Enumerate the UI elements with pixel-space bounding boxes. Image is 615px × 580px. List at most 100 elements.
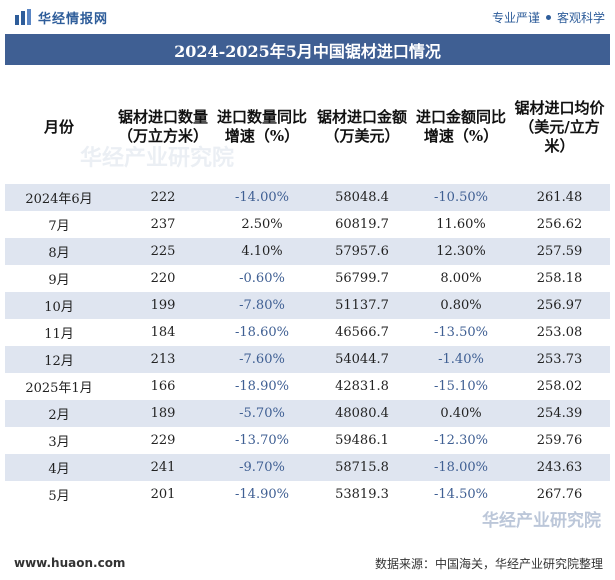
table-cell: 60819.7 xyxy=(311,211,413,238)
table-cell: 166 xyxy=(113,373,213,400)
footer: www.huaon.com 数据来源：中国海关，华经产业研究院整理 xyxy=(0,548,615,578)
table-cell: 2025年1月 xyxy=(5,373,113,400)
table-cell: -9.70% xyxy=(213,454,311,481)
tagline: 专业严谨 客观科学 xyxy=(492,9,605,26)
table-cell: 9月 xyxy=(5,265,113,292)
table-cell: 46566.7 xyxy=(311,319,413,346)
table-cell: 261.48 xyxy=(509,184,610,211)
table-row: 3月 229 -13.70% 59486.1 -12.30% 259.76 xyxy=(5,427,610,454)
table-cell: 57957.6 xyxy=(311,238,413,265)
table-row: 8月 225 4.10% 57957.6 12.30% 257.59 xyxy=(5,238,610,265)
table-cell: 256.97 xyxy=(509,292,610,319)
table-cell: -7.80% xyxy=(213,292,311,319)
table-cell: 229 xyxy=(113,427,213,454)
table-cell: 54044.7 xyxy=(311,346,413,373)
column-header: 月份 xyxy=(43,117,74,136)
table-cell: 11月 xyxy=(5,319,113,346)
table-cell: 2月 xyxy=(5,400,113,427)
bar-chart-logo-icon xyxy=(15,9,31,25)
table-cell: 2024年6月 xyxy=(5,184,113,211)
footer-url: www.huaon.com xyxy=(14,556,126,570)
table-cell: 199 xyxy=(113,292,213,319)
table-row: 4月 241 -9.70% 58715.8 -18.00% 243.63 xyxy=(5,454,610,481)
table-cell: 225 xyxy=(113,238,213,265)
table-cell: 8.00% xyxy=(413,265,509,292)
table-cell: 243.63 xyxy=(509,454,610,481)
dot-separator-icon xyxy=(545,14,551,20)
table-row: 7月 237 2.50% 60819.7 11.60% 256.62 xyxy=(5,211,610,238)
table-cell: 201 xyxy=(113,481,213,508)
table-cell: 258.02 xyxy=(509,373,610,400)
table-cell: -10.50% xyxy=(413,184,509,211)
table-cell: 2.50% xyxy=(213,211,311,238)
table-cell: 59486.1 xyxy=(311,427,413,454)
table-cell: 11.60% xyxy=(413,211,509,238)
table-cell: 3月 xyxy=(5,427,113,454)
table-cell: 237 xyxy=(113,211,213,238)
data-table-container: 月份 锯材进口数量（万立方米） 进口数量同比增速（%） 锯材进口金额（万美元） … xyxy=(5,70,610,508)
table-cell: 53819.3 xyxy=(311,481,413,508)
table-cell: -18.00% xyxy=(413,454,509,481)
table-cell: 220 xyxy=(113,265,213,292)
page-title-text: 2024-2025年5月中国锯材进口情况 xyxy=(174,41,441,61)
table-cell: 222 xyxy=(113,184,213,211)
table-cell: -1.40% xyxy=(413,346,509,373)
table-header-row: 月份 锯材进口数量（万立方米） 进口数量同比增速（%） 锯材进口金额（万美元） … xyxy=(5,70,610,184)
brand: 华经情报网 xyxy=(14,8,108,27)
table-row: 10月 199 -7.80% 51137.7 0.80% 256.97 xyxy=(5,292,610,319)
table-cell: -14.50% xyxy=(413,481,509,508)
table-cell: 7月 xyxy=(5,211,113,238)
tagline-right: 客观科学 xyxy=(556,10,605,25)
table-cell: 259.76 xyxy=(509,427,610,454)
table-cell: 58048.4 xyxy=(311,184,413,211)
table-cell: 253.08 xyxy=(509,319,610,346)
table-cell: 10月 xyxy=(5,292,113,319)
table-cell: 241 xyxy=(113,454,213,481)
tagline-left: 专业严谨 xyxy=(491,10,540,25)
table-cell: -14.90% xyxy=(213,481,311,508)
table-cell: 56799.7 xyxy=(311,265,413,292)
table-cell: 256.62 xyxy=(509,211,610,238)
table-cell: 8月 xyxy=(5,238,113,265)
table-cell: 254.39 xyxy=(509,400,610,427)
table-cell: 257.59 xyxy=(509,238,610,265)
table-cell: 253.73 xyxy=(509,346,610,373)
data-table: 月份 锯材进口数量（万立方米） 进口数量同比增速（%） 锯材进口金额（万美元） … xyxy=(5,70,610,508)
table-cell: -13.50% xyxy=(413,319,509,346)
table-cell: 4.10% xyxy=(213,238,311,265)
table-cell: -18.60% xyxy=(213,319,311,346)
table-cell: 0.40% xyxy=(413,400,509,427)
table-cell: 267.76 xyxy=(509,481,610,508)
table-cell: 213 xyxy=(113,346,213,373)
table-row: 12月 213 -7.60% 54044.7 -1.40% 253.73 xyxy=(5,346,610,373)
column-header: 进口金额同比增速（%） xyxy=(415,108,506,145)
table-body: 2024年6月 222 -14.00% 58048.4 -10.50% 261.48 7月 2… xyxy=(5,184,610,508)
table-row: 9月 220 -0.60% 56799.7 8.00% 258.18 xyxy=(5,265,610,292)
table-cell: 48080.4 xyxy=(311,400,413,427)
table-cell: 42831.8 xyxy=(311,373,413,400)
table-cell: -12.30% xyxy=(413,427,509,454)
table-cell: 58715.8 xyxy=(311,454,413,481)
table-cell: -0.60% xyxy=(213,265,311,292)
table-cell: -7.60% xyxy=(213,346,311,373)
column-header: 进口数量同比增速（%） xyxy=(216,108,307,145)
table-cell: -5.70% xyxy=(213,400,311,427)
watermark-corner: 华经产业研究院 xyxy=(482,511,601,531)
table-row: 11月 184 -18.60% 46566.7 -13.50% 253.08 xyxy=(5,319,610,346)
table-cell: 189 xyxy=(113,400,213,427)
footer-source: 数据来源：中国海关，华经产业研究院整理 xyxy=(374,556,603,571)
column-header: 锯材进口数量（万立方米） xyxy=(117,108,208,145)
table-cell: 12月 xyxy=(5,346,113,373)
page-title: 2024-2025年5月中国锯材进口情况 xyxy=(5,34,610,65)
table-row: 2024年6月 222 -14.00% 58048.4 -10.50% 261.48 xyxy=(5,184,610,211)
table-cell: 51137.7 xyxy=(311,292,413,319)
column-header: 锯材进口均价（美元/立方米） xyxy=(514,98,605,155)
table-cell: -14.00% xyxy=(213,184,311,211)
column-header: 锯材进口金额（万美元） xyxy=(316,108,407,145)
top-bar: 华经情报网 专业严谨 客观科学 xyxy=(0,0,615,34)
table-cell: 0.80% xyxy=(413,292,509,319)
table-cell: 12.30% xyxy=(413,238,509,265)
table-row: 2月 189 -5.70% 48080.4 0.40% 254.39 xyxy=(5,400,610,427)
table-row: 2025年1月 166 -18.90% 42831.8 -15.10% 258.02 xyxy=(5,373,610,400)
brand-name: 华经情报网 xyxy=(38,11,109,27)
